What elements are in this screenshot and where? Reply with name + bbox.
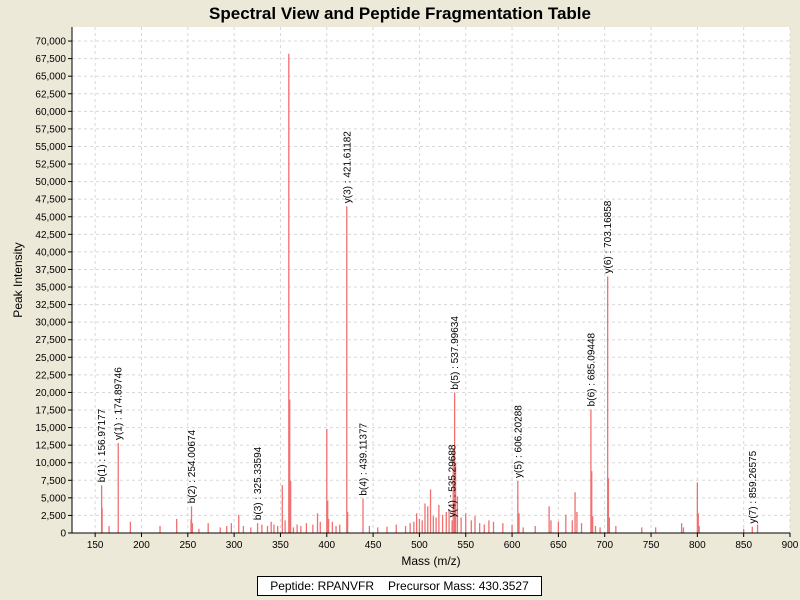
peak-annotation: b(6) : 685.09448 (586, 332, 597, 406)
y-tick-label: 2,500 (41, 511, 66, 522)
peak-annotation: y(1) : 174.89746 (114, 367, 125, 440)
y-tick-label: 20,000 (35, 388, 66, 399)
x-tick-label: 200 (133, 540, 150, 551)
y-ticks: 0 2,500 5,000 7,500 10,000 12,500 15,000 17,500… (35, 37, 72, 540)
y-tick-label: 0 (60, 529, 66, 540)
x-tick-label: 150 (87, 540, 104, 551)
x-tick-label: 750 (643, 540, 660, 551)
grid-layer (72, 27, 791, 533)
y-tick-label: 12,500 (35, 441, 66, 452)
peak-annotation: b(4) : 439.11377 (358, 422, 369, 495)
y-tick-label: 25,000 (35, 353, 66, 364)
y-tick-label: 37,500 (35, 265, 66, 276)
y-tick-label: 60,000 (35, 107, 66, 118)
y-tick-label: 15,000 (35, 423, 66, 434)
y-tick-label: 47,500 (35, 195, 66, 206)
x-tick-label: 600 (504, 540, 521, 551)
x-tick-label: 550 (457, 540, 474, 551)
y-tick-label: 42,500 (35, 230, 66, 241)
x-tick-label: 250 (179, 540, 196, 551)
x-tick-label: 450 (365, 540, 382, 551)
x-axis-label: Mass (m/z) (401, 554, 460, 568)
x-tick-label: 400 (318, 540, 335, 551)
y-tick-label: 27,500 (35, 335, 66, 346)
plot-background (72, 27, 790, 533)
x-tick-label: 300 (226, 540, 243, 551)
x-tick-label: 500 (411, 540, 428, 551)
y-tick-label: 32,500 (35, 300, 66, 311)
x-tick-label: 650 (550, 540, 567, 551)
peaks-layer (100, 53, 759, 533)
y-tick-label: 22,500 (35, 370, 66, 381)
y-tick-label: 10,000 (35, 458, 66, 469)
peak-annotation: y(7) : 859.26575 (748, 450, 759, 523)
x-ticks: 150 200 250 300 350 400 450 500 550 600 650 700 750 8… (87, 533, 799, 551)
peptide-label: Peptide: RPANVFR (270, 579, 375, 593)
precursor-mass-label: Precursor Mass: 430.3527 (388, 579, 529, 593)
y-tick-label: 52,500 (35, 160, 66, 171)
y-tick-label: 57,500 (35, 124, 66, 135)
y-axis-label: Peak Intensity (11, 242, 25, 317)
y-tick-label: 35,000 (35, 283, 66, 294)
y-tick-label: 7,500 (41, 476, 66, 487)
y-tick-label: 65,000 (35, 72, 66, 83)
y-tick-label: 5,000 (41, 493, 66, 504)
y-tick-label: 30,000 (35, 318, 66, 329)
chart-title: Spectral View and Peptide Fragmentation … (209, 4, 591, 23)
x-tick-label: 850 (735, 540, 752, 551)
y-tick-label: 17,500 (35, 406, 66, 417)
y-tick-label: 55,000 (35, 142, 66, 153)
peak-annotation: b(5) : 537.99634 (450, 316, 461, 390)
peak-annotation: b(1) : 156.97177 (97, 408, 108, 482)
y-tick-label: 45,000 (35, 212, 66, 223)
y-tick-label: 67,500 (35, 54, 66, 65)
x-tick-label: 350 (272, 540, 289, 551)
annotations-layer: b(1) : 156.97177 y(1) : 174.89746 b(2) : 2… (97, 131, 759, 524)
y-tick-label: 50,000 (35, 177, 66, 188)
peak-annotation: b(3) : 325.33594 (253, 446, 264, 520)
y-tick-label: 40,000 (35, 247, 66, 258)
peak-annotation: y(6) : 703.16858 (603, 200, 614, 273)
peak-annotation: y(3) : 421.61182 (342, 131, 353, 204)
peak-annotation: y(4) : 535.29688 (448, 444, 459, 517)
y-tick-label: 62,500 (35, 89, 66, 100)
x-tick-label: 700 (596, 540, 613, 551)
y-tick-label: 70,000 (35, 37, 66, 48)
x-tick-label: 900 (782, 540, 799, 551)
peak-annotation: b(2) : 254.00674 (187, 429, 198, 503)
legend-box: Peptide: RPANVFR Precursor Mass: 430.352… (257, 576, 542, 596)
peak-annotation: y(5) : 606.20288 (513, 405, 524, 478)
x-tick-label: 800 (689, 540, 706, 551)
